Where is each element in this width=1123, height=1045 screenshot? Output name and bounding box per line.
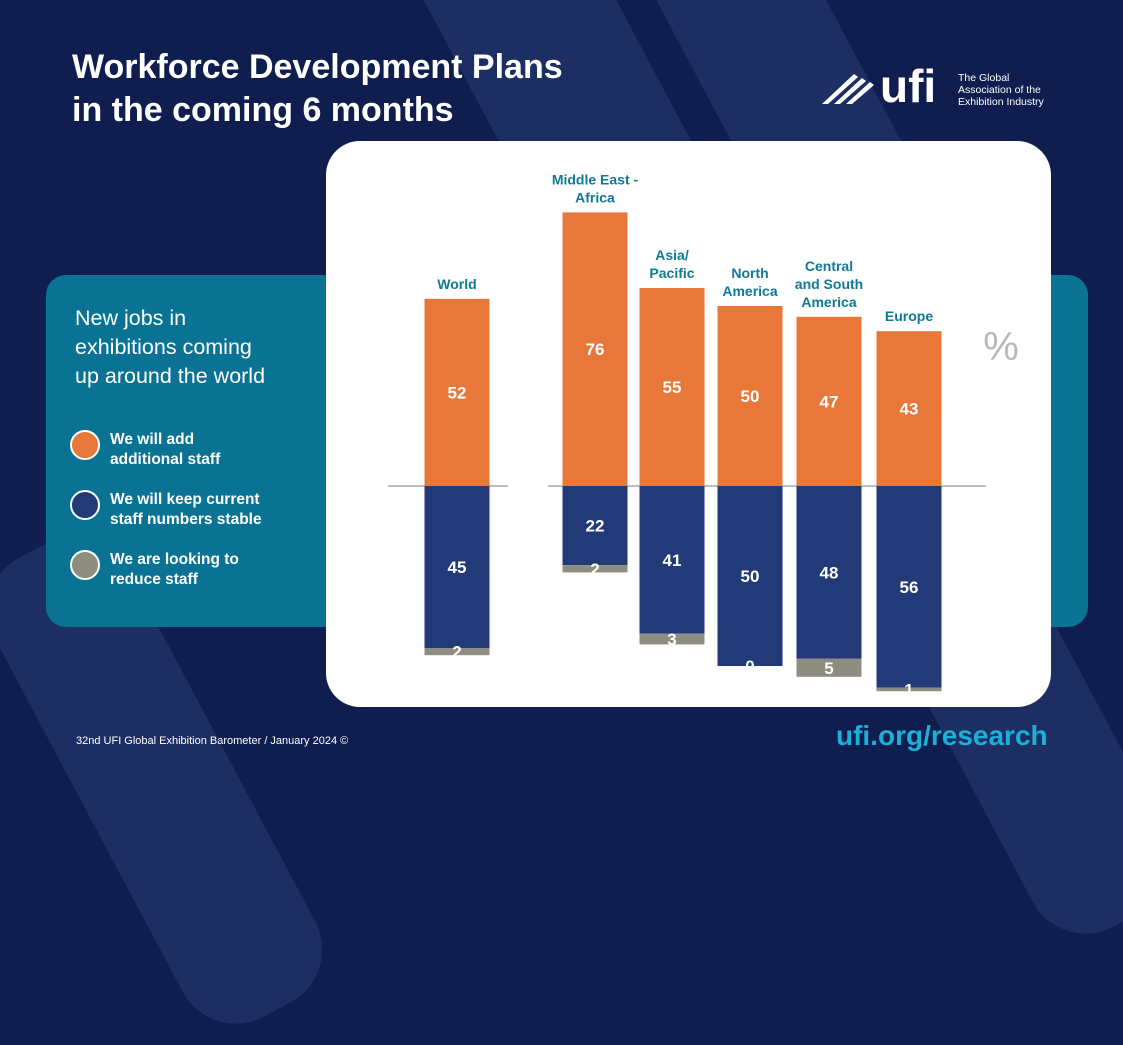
data-label-reduce: 0 [745, 657, 754, 676]
logo-subtitle-line: The Global [958, 72, 1010, 84]
bar-keep-staff [796, 486, 862, 659]
source-note: 32nd UFI Global Exhibition Barometer / J… [76, 735, 349, 747]
bar-add-staff [639, 288, 705, 486]
panel-heading-line: exhibitions coming [75, 335, 252, 359]
category-label: North [731, 265, 768, 281]
logo-subtitle: The Global Association of the Exhibition… [958, 72, 1044, 108]
bar-keep-staff [562, 486, 628, 566]
research-link[interactable]: ufi.org/research [836, 720, 1048, 751]
category-label: Middle East - [552, 171, 639, 187]
logo-subtitle-line: Exhibition Industry [958, 96, 1044, 108]
legend-label-line: additional staff [110, 451, 221, 468]
data-label-add: 55 [663, 378, 682, 397]
bar-add-staff [424, 298, 490, 486]
data-label-add: 47 [820, 392, 839, 411]
bar-add-staff [717, 306, 783, 486]
data-label-reduce: 2 [452, 643, 461, 662]
ufi-logo: ufi The Global Association of the Exhibi… [820, 60, 1060, 110]
data-label-keep: 50 [741, 567, 760, 586]
bar-keep-staff [639, 486, 705, 634]
legend-label-line: staff numbers stable [110, 511, 262, 528]
legend-item-reduce-staff: We are looking to reduce staff [70, 548, 310, 592]
category-label: Europe [885, 308, 933, 324]
legend-item-keep-staff: We will keep current staff numbers stabl… [70, 488, 310, 532]
bar-reduce-staff [796, 658, 862, 677]
unit-label: % [983, 325, 1019, 369]
bar-keep-staff [876, 486, 942, 688]
legend-label-line: We are looking to [110, 551, 239, 568]
data-label-reduce: 3 [667, 630, 676, 649]
bar-reduce-staff [562, 565, 628, 573]
data-label-keep: 45 [448, 558, 467, 577]
category-label: Africa [575, 189, 615, 205]
bar-add-staff [876, 331, 942, 486]
legend-label-line: We will add [110, 431, 195, 448]
data-label-reduce: 5 [824, 659, 833, 678]
legend-swatch [70, 430, 100, 460]
data-label-keep: 56 [900, 578, 919, 597]
logo-subtitle-line: Association of the [958, 84, 1041, 96]
category-label: America [801, 294, 856, 310]
legend-item-add-staff: We will add additional staff [70, 428, 310, 472]
bar-keep-staff [717, 486, 783, 666]
logo-wordmark: ufi [880, 60, 936, 110]
legend-label: We will add additional staff [110, 430, 220, 470]
legend-label: We will keep current staff numbers stabl… [110, 490, 262, 530]
ufi-logo-mark: ufi [822, 60, 936, 110]
data-label-keep: 48 [820, 563, 839, 582]
data-label-add: 43 [900, 400, 919, 419]
legend-swatch [70, 490, 100, 520]
legend-label: We are looking to reduce staff [110, 550, 239, 590]
legend-label-line: We will keep current [110, 491, 260, 508]
panel-heading-line: up around the world [75, 364, 266, 388]
data-label-add: 76 [586, 340, 605, 359]
legend-label-line: reduce staff [110, 571, 198, 588]
category-label: World [437, 276, 476, 292]
panel-heading-line: New jobs in [75, 306, 187, 330]
category-label: Central [805, 258, 853, 274]
bar-reduce-staff [876, 687, 942, 692]
data-label-add: 52 [448, 383, 467, 402]
bar-add-staff [796, 316, 862, 486]
data-label-keep: 22 [586, 517, 605, 536]
data-label-add: 50 [741, 387, 760, 406]
title-line: Workforce Development Plans [72, 48, 563, 86]
data-label-keep: 41 [663, 551, 682, 570]
legend-swatch [70, 550, 100, 580]
bar-reduce-staff [424, 648, 490, 656]
page-title: Workforce Development Plans in the comin… [72, 46, 563, 132]
bar-add-staff [562, 212, 628, 486]
category-label: Pacific [649, 265, 694, 281]
title-line: in the coming 6 months [72, 91, 454, 129]
category-label: and South [795, 276, 863, 292]
category-label: Asia/ [655, 247, 689, 263]
bar-keep-staff [424, 486, 490, 648]
data-label-reduce: 2 [590, 560, 599, 579]
panel-heading: New jobs in exhibitions coming up around… [75, 304, 265, 391]
bar-reduce-staff [639, 633, 705, 645]
data-label-reduce: 1 [904, 680, 913, 699]
category-label: America [722, 283, 777, 299]
